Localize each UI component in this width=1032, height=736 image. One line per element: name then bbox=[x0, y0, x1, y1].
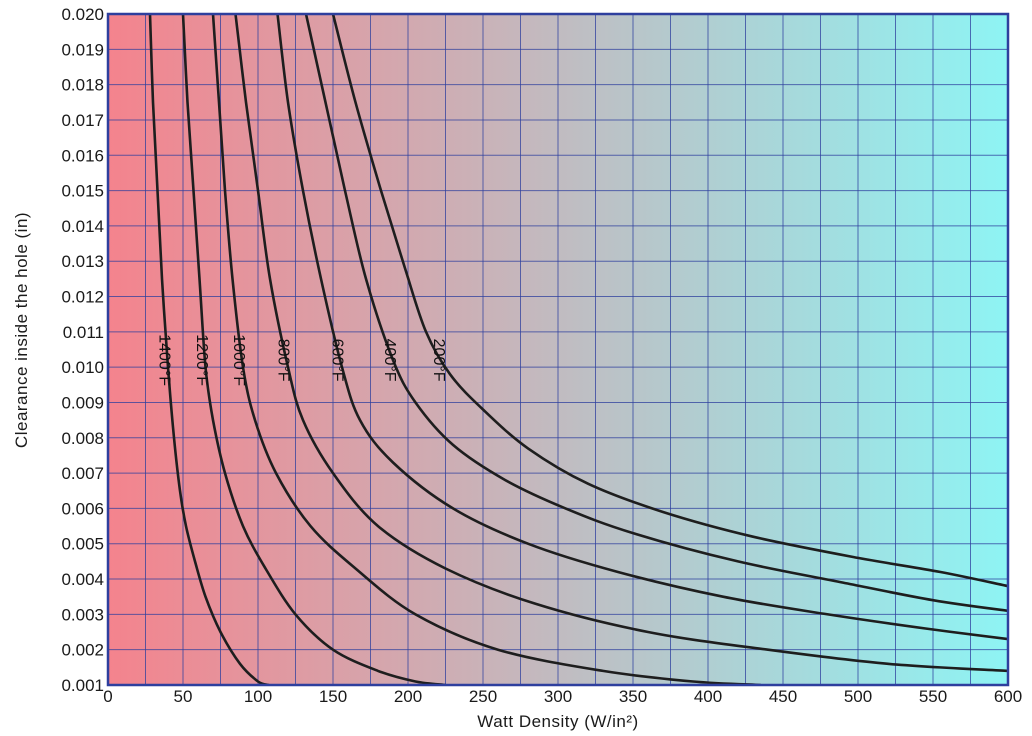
x-axis-ticks: 0 50 100 150 200 250 300 350 400 450 500 550 600 bbox=[103, 687, 1022, 706]
y-axis-ticks: 0.001 0.002 0.003 0.004 0.005 0.006 0.007 0.008… bbox=[61, 5, 104, 695]
y-axis-title: Clearance inside the hole (in) bbox=[12, 212, 31, 448]
x-tick-label: 600 bbox=[994, 687, 1022, 706]
y-tick-label: 0.004 bbox=[61, 570, 104, 589]
y-tick-label: 0.003 bbox=[61, 605, 104, 624]
y-tick-label: 0.007 bbox=[61, 464, 104, 483]
y-tick-label: 0.008 bbox=[61, 429, 104, 448]
x-tick-label: 400 bbox=[694, 687, 722, 706]
temperature-curves bbox=[148, 14, 1008, 685]
curve-1000f bbox=[211, 14, 762, 685]
curve-label: 1200°F bbox=[193, 334, 210, 386]
x-axis-title: Watt Density (W/in²) bbox=[477, 712, 638, 731]
y-tick-label: 0.006 bbox=[61, 499, 104, 518]
y-tick-label: 0.010 bbox=[61, 358, 104, 377]
x-tick-label: 450 bbox=[769, 687, 797, 706]
x-tick-label: 250 bbox=[469, 687, 497, 706]
curve-800f bbox=[234, 14, 1008, 673]
curve-1200f bbox=[181, 14, 447, 685]
y-tick-label: 0.005 bbox=[61, 535, 104, 554]
curve-600f bbox=[276, 14, 1008, 641]
curve-label: 1400°F bbox=[156, 334, 173, 386]
y-tick-label: 0.012 bbox=[61, 288, 104, 307]
curve-label: 1000°F bbox=[230, 334, 247, 386]
y-tick-label: 0.011 bbox=[63, 323, 104, 342]
curve-label: 200°F bbox=[430, 339, 447, 382]
plot-frame bbox=[106, 12, 1010, 687]
curve-200f bbox=[331, 14, 1008, 588]
y-tick-label: 0.018 bbox=[61, 76, 104, 95]
y-tick-label: 0.002 bbox=[61, 641, 104, 660]
y-tick-label: 0.009 bbox=[61, 393, 104, 412]
curve-label: 400°F bbox=[381, 339, 398, 382]
x-tick-label: 350 bbox=[619, 687, 647, 706]
x-tick-label: 150 bbox=[319, 687, 347, 706]
y-tick-label: 0.017 bbox=[61, 111, 104, 130]
x-tick-label: 200 bbox=[394, 687, 422, 706]
y-tick-label: 0.013 bbox=[61, 252, 104, 271]
x-tick-label: 0 bbox=[103, 687, 112, 706]
curve-labels: 1400°F 1200°F 1000°F 800°F 600°F 400°F 200°F bbox=[156, 334, 448, 386]
y-tick-label: 0.014 bbox=[61, 217, 104, 236]
y-tick-label: 0.001 bbox=[61, 676, 104, 695]
y-tick-label: 0.015 bbox=[61, 182, 104, 201]
y-tick-label: 0.020 bbox=[61, 5, 104, 24]
curve-label: 800°F bbox=[275, 339, 292, 382]
y-tick-label: 0.019 bbox=[61, 40, 104, 59]
y-tick-label: 0.016 bbox=[61, 146, 104, 165]
x-tick-label: 300 bbox=[544, 687, 572, 706]
curve-label: 600°F bbox=[328, 339, 345, 382]
x-tick-label: 50 bbox=[174, 687, 193, 706]
x-tick-label: 100 bbox=[244, 687, 272, 706]
curve-1400f bbox=[148, 14, 270, 685]
x-tick-label: 500 bbox=[844, 687, 872, 706]
x-tick-label: 550 bbox=[919, 687, 947, 706]
curve-400f bbox=[304, 14, 1008, 613]
